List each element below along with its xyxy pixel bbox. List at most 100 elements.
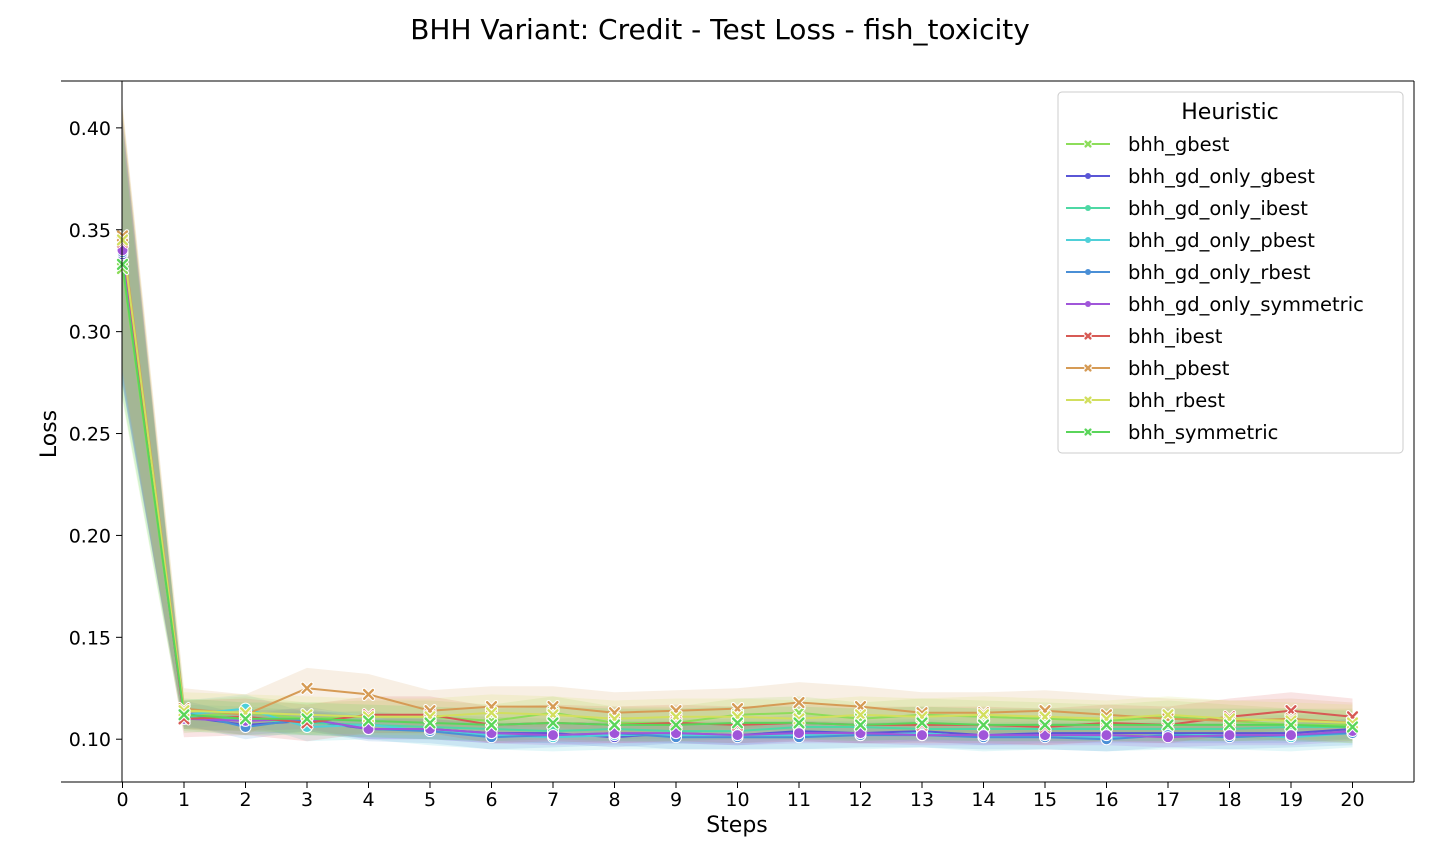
marker-bhh_rbest — [853, 708, 868, 722]
x-tick-label: 8 — [608, 789, 620, 811]
legend-item: bhh_gbest — [1066, 133, 1230, 156]
x-tick-label: 15 — [1033, 789, 1057, 811]
x-tick-label: 13 — [910, 789, 934, 811]
marker-bhh_gd_only_symmetric — [1285, 729, 1297, 742]
marker-bhh_symmetric — [238, 712, 253, 726]
x-tick-label: 6 — [485, 789, 497, 811]
x-tick-label: 3 — [301, 789, 313, 811]
x-tick-label: 12 — [848, 789, 872, 811]
y-tick-label: 0.10 — [69, 729, 111, 751]
legend-item: bhh_gd_only_ibest — [1066, 197, 1308, 220]
legend-marker — [1083, 139, 1093, 149]
marker-bhh_pbest — [792, 695, 806, 710]
y-tick-label: 0.20 — [69, 525, 111, 547]
marker-bhh_gd_only_symmetric — [547, 729, 559, 742]
x-tick-label: 10 — [725, 789, 749, 811]
legend-label: bhh_gd_only_ibest — [1128, 197, 1308, 220]
y-tick-label: 0.40 — [69, 118, 111, 140]
marker-bhh_pbest — [300, 681, 314, 695]
marker-bhh_symmetric — [669, 718, 683, 732]
marker-bhh_symmetric — [1284, 718, 1298, 732]
x-tick-label: 16 — [1094, 789, 1118, 811]
series-markers — [115, 229, 1360, 746]
x-axis-ticks: 0 1 2 3 4 5 6 7 8 9 10 11 12 13 14 15 16 17 18 19 20 — [116, 782, 1365, 811]
marker-bhh_symmetric — [1038, 718, 1052, 732]
legend-marker — [1085, 205, 1091, 211]
legend-item: bhh_gd_only_rbest — [1066, 261, 1311, 284]
marker-bhh_symmetric — [1161, 718, 1175, 732]
legend-label: bhh_symmetric — [1128, 421, 1278, 444]
marker-bhh_symmetric — [730, 716, 745, 730]
legend-marker — [1083, 395, 1093, 405]
marker-bhh_rbest — [1161, 708, 1175, 722]
legend-item: bhh_ibest — [1066, 325, 1223, 348]
legend-title: Heuristic — [1181, 100, 1278, 125]
y-axis-label: Loss — [37, 410, 62, 458]
legend-label: bhh_ibest — [1128, 325, 1223, 348]
legend-marker — [1083, 331, 1093, 341]
legend-box — [1057, 91, 1404, 454]
marker-bhh_symmetric — [976, 718, 991, 732]
marker-bhh_symmetric — [853, 718, 868, 732]
y-tick-label: 0.30 — [69, 322, 111, 344]
marker-bhh_pbest — [361, 687, 376, 702]
legend-label: bhh_gd_only_symmetric — [1128, 293, 1364, 316]
marker-bhh_symmetric — [361, 714, 376, 728]
legend-marker — [1083, 427, 1093, 437]
x-tick-label: 2 — [239, 789, 251, 811]
x-tick-label: 0 — [116, 789, 128, 811]
marker-bhh_symmetric — [546, 716, 560, 730]
x-tick-label: 14 — [971, 789, 995, 811]
legend-label: bhh_gd_only_pbest — [1128, 229, 1315, 252]
legend-item: bhh_gd_only_symmetric — [1066, 293, 1364, 316]
marker-bhh_gd_only_symmetric — [977, 729, 990, 742]
y-tick-label: 0.35 — [69, 220, 111, 242]
legend-items: bhh_gbest bhh_gd_only_gbest bhh_gd_only_ib… — [1066, 133, 1364, 444]
marker-bhh_symmetric — [607, 718, 622, 732]
x-tick-label: 18 — [1217, 789, 1241, 811]
marker-bhh_gd_only_symmetric — [1162, 731, 1174, 744]
marker-bhh_gd_only_symmetric — [916, 729, 928, 742]
marker-bhh_symmetric — [1345, 720, 1360, 734]
legend-label: bhh_gd_only_rbest — [1128, 261, 1311, 284]
x-tick-label: 20 — [1340, 789, 1364, 811]
y-tick-label: 0.25 — [69, 424, 111, 446]
marker-bhh_symmetric — [792, 716, 806, 730]
legend-label: bhh_rbest — [1128, 389, 1225, 412]
legend-item: bhh_rbest — [1066, 389, 1225, 412]
marker-bhh_gd_only_symmetric — [1100, 729, 1113, 742]
chart-title: BHH Variant: Credit - Test Loss - fish_t… — [410, 13, 1030, 46]
x-tick-label: 7 — [547, 789, 559, 811]
legend-item: bhh_pbest — [1066, 357, 1230, 380]
legend-label: bhh_pbest — [1128, 357, 1230, 380]
x-tick-label: 1 — [178, 789, 190, 811]
legend-label: bhh_gd_only_gbest — [1128, 165, 1315, 188]
x-tick-label: 9 — [670, 789, 682, 811]
marker-bhh_rbest — [976, 708, 991, 722]
legend-marker — [1085, 173, 1091, 179]
legend-marker — [1083, 363, 1093, 373]
marker-bhh_symmetric — [484, 718, 499, 732]
marker-bhh_symmetric — [1222, 718, 1237, 732]
legend: Heuristic bhh_gbestbhh_gd_only_gbestbhh_… — [1057, 91, 1404, 454]
marker-bhh_symmetric — [423, 716, 437, 730]
marker-bhh_gd_only_symmetric — [1223, 729, 1236, 742]
x-tick-label: 11 — [787, 789, 811, 811]
x-tick-label: 5 — [424, 789, 436, 811]
x-tick-label: 19 — [1279, 789, 1303, 811]
legend-item: bhh_gd_only_pbest — [1066, 229, 1315, 252]
marker-bhh_symmetric — [915, 716, 929, 730]
marker-bhh_symmetric — [300, 712, 314, 726]
x-tick-label: 4 — [362, 789, 374, 811]
legend-item: bhh_symmetric — [1066, 421, 1278, 444]
marker-bhh_gd_only_symmetric — [793, 727, 805, 740]
legend-label: bhh_gbest — [1128, 133, 1230, 156]
marker-bhh_symmetric — [177, 708, 191, 722]
legend-marker — [1085, 301, 1091, 307]
legend-marker — [1085, 237, 1091, 243]
marker-bhh_gd_only_symmetric — [731, 729, 744, 742]
marker-bhh_symmetric — [1099, 718, 1114, 732]
marker-bhh_rbest — [484, 706, 499, 720]
x-tick-label: 17 — [1156, 789, 1180, 811]
